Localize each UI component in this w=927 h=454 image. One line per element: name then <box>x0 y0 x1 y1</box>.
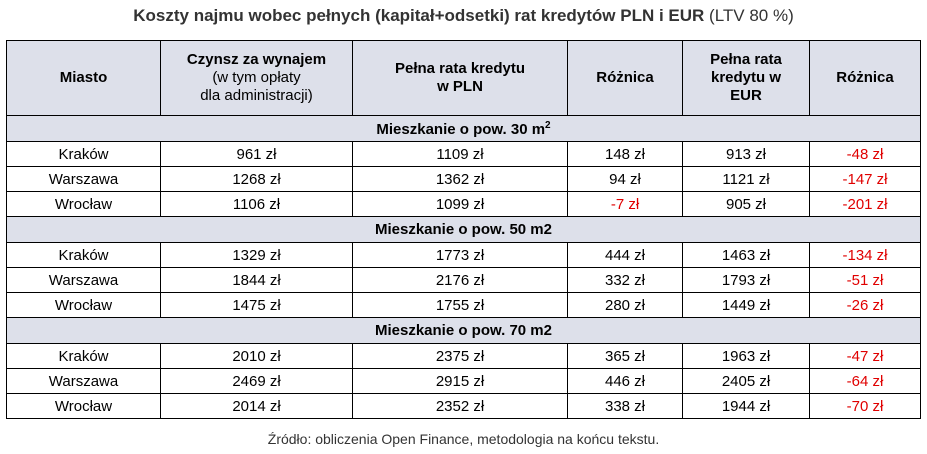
cell-rent: 2014 zł <box>160 393 353 419</box>
page-title: Koszty najmu wobec pełnych (kapitał+odse… <box>0 6 927 26</box>
cell-difference-pln: 332 zł <box>567 267 683 293</box>
table-row: Wrocław 2014 zł 2352 zł 338 zł 1944 zł -70 zł <box>6 393 921 419</box>
header-city: Miasto <box>6 40 161 116</box>
cell-city: Kraków <box>6 141 161 167</box>
cell-difference-eur: -47 zł <box>809 343 921 369</box>
title-normal: (LTV 80 %) <box>709 6 794 25</box>
cell-pln-installment: 2176 zł <box>352 267 568 293</box>
table-row: Warszawa 1268 zł 1362 zł 94 zł 1121 zł -147 z… <box>6 166 921 192</box>
section-label-text: Mieszkanie o pow. 70 m2 <box>374 322 552 339</box>
cell-pln-installment: 1099 zł <box>352 191 568 217</box>
section-label: Mieszkanie o pow. 30 m2 <box>6 115 921 142</box>
cell-city: Warszawa <box>6 166 161 192</box>
cell-pln-installment: 1755 zł <box>352 292 568 318</box>
cell-difference-eur: -201 zł <box>809 191 921 217</box>
cell-eur-installment: 913 zł <box>682 141 810 167</box>
cell-difference-pln: 444 zł <box>567 242 683 268</box>
table-row: Kraków 1329 zł 1773 zł 444 zł 1463 zł -134 zł <box>6 242 921 268</box>
cell-eur-installment: 2405 zł <box>682 368 810 394</box>
cell-eur-installment: 1463 zł <box>682 242 810 268</box>
section-label-text: Mieszkanie o pow. 50 m2 <box>374 221 552 238</box>
cell-difference-pln: 365 zł <box>567 343 683 369</box>
cell-rent: 2010 zł <box>160 343 353 369</box>
cell-eur-installment: 1944 zł <box>682 393 810 419</box>
cell-city: Kraków <box>6 343 161 369</box>
cell-city: Warszawa <box>6 368 161 394</box>
section-row: Mieszkanie o pow. 30 m2 <box>6 115 921 142</box>
cell-eur-installment: 1793 zł <box>682 267 810 293</box>
cell-difference-eur: -51 zł <box>809 267 921 293</box>
cell-rent: 2469 zł <box>160 368 353 394</box>
cell-pln-installment: 2375 zł <box>352 343 568 369</box>
cell-city: Wrocław <box>6 292 161 318</box>
cell-rent: 1844 zł <box>160 267 353 293</box>
cell-difference-eur: -64 zł <box>809 368 921 394</box>
cell-rent: 961 zł <box>160 141 353 167</box>
source-note: Źródło: obliczenia Open Finance, metodol… <box>267 431 660 447</box>
header-rent: Czynsz za wynajem (w tym opłaty dla admi… <box>160 40 353 116</box>
cell-difference-pln: 94 zł <box>567 166 683 192</box>
table-row: Kraków 961 zł 1109 zł 148 zł 913 zł -48 zł <box>6 141 921 167</box>
cell-pln-installment: 1109 zł <box>352 141 568 167</box>
rent-vs-loan-table: Miasto Czynsz za wynajem (w tym opłaty d… <box>6 40 921 419</box>
table-row: Wrocław 1106 zł 1099 zł -7 zł 905 zł -201 zł <box>6 191 921 217</box>
cell-difference-pln: 338 zł <box>567 393 683 419</box>
cell-difference-eur: -26 zł <box>809 292 921 318</box>
cell-eur-installment: 1963 zł <box>682 343 810 369</box>
cell-eur-installment: 1121 zł <box>682 166 810 192</box>
cell-difference-pln: 446 zł <box>567 368 683 394</box>
cell-rent: 1329 zł <box>160 242 353 268</box>
header-pln-installment: Pełna rata kredytu w PLN <box>352 40 568 116</box>
cell-eur-installment: 1449 zł <box>682 292 810 318</box>
cell-city: Kraków <box>6 242 161 268</box>
cell-city: Wrocław <box>6 191 161 217</box>
cell-difference-eur: -48 zł <box>809 141 921 167</box>
cell-city: Wrocław <box>6 393 161 419</box>
cell-rent: 1475 zł <box>160 292 353 318</box>
header-row: Miasto Czynsz za wynajem (w tym opłaty d… <box>6 40 921 116</box>
section-label: Mieszkanie o pow. 50 m2 <box>6 216 921 243</box>
section-row: Mieszkanie o pow. 50 m2 <box>6 216 921 243</box>
cell-difference-pln: -7 zł <box>567 191 683 217</box>
cell-pln-installment: 2352 zł <box>352 393 568 419</box>
title-bold: Koszty najmu wobec pełnych (kapitał+odse… <box>133 6 705 25</box>
cell-difference-eur: -134 zł <box>809 242 921 268</box>
cell-pln-installment: 2915 zł <box>352 368 568 394</box>
header-eur-installment: Pełna rata kredytu w EUR <box>682 40 810 116</box>
section-label-superscript: 2 <box>545 119 551 131</box>
cell-city: Warszawa <box>6 267 161 293</box>
cell-difference-eur: -70 zł <box>809 393 921 419</box>
section-label: Mieszkanie o pow. 70 m2 <box>6 317 921 344</box>
cell-eur-installment: 905 zł <box>682 191 810 217</box>
table-row: Warszawa 1844 zł 2176 zł 332 zł 1793 zł -51 z… <box>6 267 921 293</box>
cell-difference-pln: 280 zł <box>567 292 683 318</box>
section-label-text: Mieszkanie o pow. 30 m <box>376 120 546 138</box>
cell-difference-pln: 148 zł <box>567 141 683 167</box>
header-difference-pln: Różnica <box>567 40 683 116</box>
cell-pln-installment: 1362 zł <box>352 166 568 192</box>
table-row: Kraków 2010 zł 2375 zł 365 zł 1963 zł -47 zł <box>6 343 921 369</box>
cell-rent: 1268 zł <box>160 166 353 192</box>
cell-rent: 1106 zł <box>160 191 353 217</box>
cell-difference-eur: -147 zł <box>809 166 921 192</box>
header-difference-eur: Różnica <box>809 40 921 116</box>
table-row: Warszawa 2469 zł 2915 zł 446 zł 2405 zł -64 z… <box>6 368 921 394</box>
table-row: Wrocław 1475 zł 1755 zł 280 zł 1449 zł -26 zł <box>6 292 921 318</box>
section-row: Mieszkanie o pow. 70 m2 <box>6 317 921 344</box>
cell-pln-installment: 1773 zł <box>352 242 568 268</box>
